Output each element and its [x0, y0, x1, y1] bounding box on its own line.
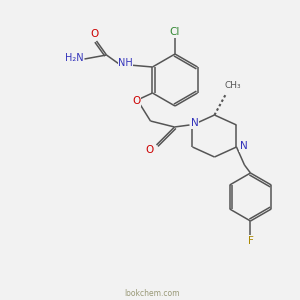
Text: N: N	[190, 118, 198, 128]
Text: F: F	[248, 236, 254, 246]
Text: lookchem.com: lookchem.com	[124, 289, 180, 298]
Text: O: O	[90, 29, 99, 39]
Text: O: O	[146, 145, 154, 155]
Text: Cl: Cl	[170, 27, 180, 37]
Text: CH₃: CH₃	[224, 80, 241, 89]
Text: NH: NH	[118, 58, 133, 68]
Text: N: N	[240, 141, 248, 151]
Text: O: O	[132, 96, 141, 106]
Text: H₂N: H₂N	[65, 53, 84, 63]
